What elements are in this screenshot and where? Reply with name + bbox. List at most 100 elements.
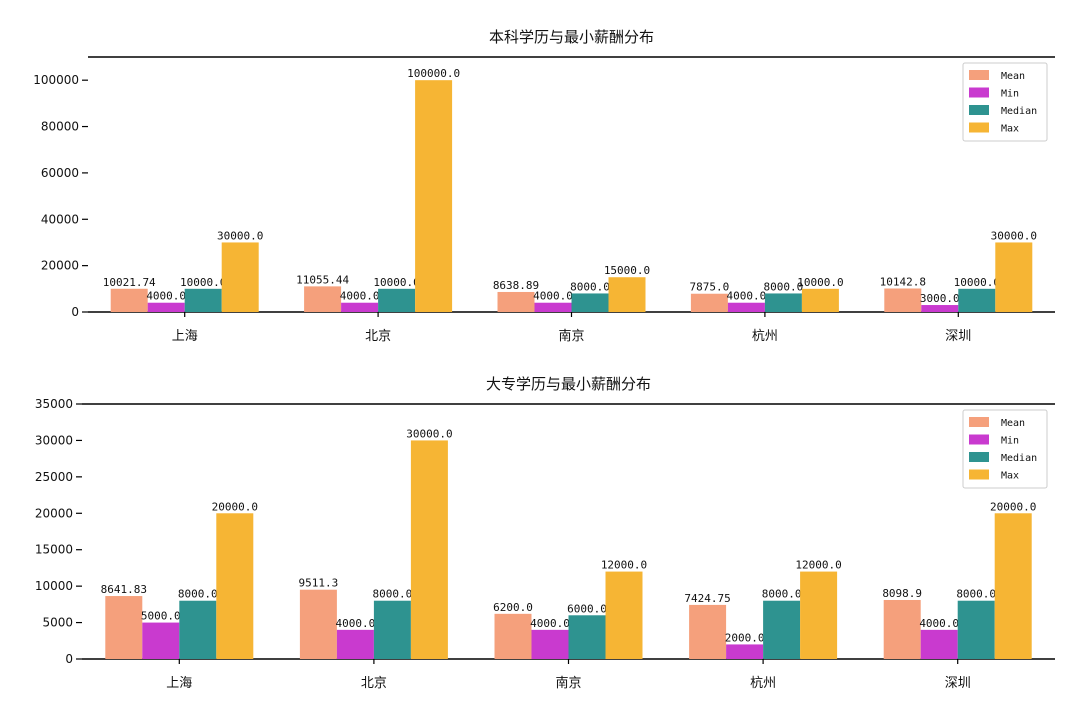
chart2-data-label: 4000.0 <box>336 617 376 630</box>
chart2-bar-max <box>800 571 838 659</box>
chart1-data-label: 100000.0 <box>407 67 460 80</box>
chart1-legend-swatch-max <box>969 122 989 133</box>
chart2-data-label: 8000.0 <box>178 588 218 601</box>
chart1-data-label: 10021.74 <box>103 276 156 289</box>
chart1-data-label: 4000.0 <box>727 290 767 303</box>
chart1-data-label: 10000.0 <box>373 276 419 289</box>
chart2-data-label: 20000.0 <box>212 500 258 513</box>
chart2-data-label: 6000.0 <box>567 602 607 615</box>
chart1-data-label: 11055.44 <box>296 273 349 286</box>
chart1-data-label: 4000.0 <box>146 290 186 303</box>
chart2-ytick-label: 30000 <box>35 433 73 447</box>
chart2-bar-median <box>957 600 995 659</box>
chart1-data-label: 4000.0 <box>340 290 380 303</box>
chart2-ytick-label: 10000 <box>35 579 73 593</box>
chart2-bar-max <box>605 571 643 659</box>
chart2-legend-label-min: Min <box>1001 436 1019 447</box>
chart2-ytick-label: 15000 <box>35 543 73 557</box>
chart2-data-label: 8000.0 <box>762 588 802 601</box>
chart1-bar-min <box>341 302 379 312</box>
chart1-legend-label-max: Max <box>1001 124 1019 135</box>
chart2-data-label: 8000.0 <box>373 588 413 601</box>
chart1-ytick-label: 40000 <box>41 212 79 226</box>
chart1-ytick-label: 20000 <box>41 259 79 273</box>
chart1-ytick-label: 0 <box>71 305 79 319</box>
chart2-bar-min <box>726 644 764 659</box>
chart1-data-label: 8638.89 <box>493 279 539 292</box>
chart1-bar-max <box>221 242 259 312</box>
chart2-bar-max <box>410 440 448 659</box>
chart1-legend-swatch-min <box>969 87 989 98</box>
chart1-legend-label-median: Median <box>1001 106 1037 117</box>
chart2-data-label: 5000.0 <box>141 610 181 623</box>
chart2-data-label: 8098.9 <box>882 587 922 600</box>
chart2-legend-label-max: Max <box>1001 471 1019 482</box>
chart2-bar-median <box>179 600 217 659</box>
chart1-data-label: 3000.0 <box>920 292 960 305</box>
chart1-data-label: 4000.0 <box>533 290 573 303</box>
chart2-bar-min <box>142 622 180 659</box>
chart1-bar-min <box>727 302 765 312</box>
chart1-category-label: 深圳 <box>945 329 971 344</box>
chart1-legend-label-min: Min <box>1001 89 1019 100</box>
chart2-data-label: 12000.0 <box>795 559 841 572</box>
chart2-data-label: 12000.0 <box>601 559 647 572</box>
chart1-data-label: 10142.8 <box>880 275 926 288</box>
chart2-data-label: 6200.0 <box>493 601 533 614</box>
chart1-bar-median <box>764 293 802 312</box>
chart2-legend-swatch-max <box>969 469 989 480</box>
chart2-bar-median <box>763 600 801 659</box>
chart2-data-label: 4000.0 <box>919 617 959 630</box>
chart1-bar-mean <box>304 286 342 312</box>
chart2-bar-min <box>920 629 958 659</box>
chart2-category-label: 南京 <box>555 675 581 691</box>
chart2-ytick-label: 35000 <box>35 397 73 411</box>
chart1-category-label: 杭州 <box>752 329 778 344</box>
chart1-data-label: 8000.0 <box>764 280 804 293</box>
chart1-data-label: 10000.0 <box>797 276 843 289</box>
chart1-bar-max <box>995 242 1033 312</box>
chart2-legend-swatch-min <box>969 434 989 445</box>
chart2-legend-label-median: Median <box>1001 453 1037 464</box>
chart2-bar-median <box>568 615 606 659</box>
chart1-ytick-label: 60000 <box>41 166 79 180</box>
chart2-bar-mean <box>494 613 532 659</box>
chart1-bar-max <box>608 277 646 312</box>
chart2-bar-median <box>373 600 411 659</box>
chart1-title: 本科学历与最小薪酬分布 <box>489 28 654 46</box>
chart2-legend-swatch-median <box>969 452 989 462</box>
chart2-ytick-label: 20000 <box>35 506 73 520</box>
chart2-bar-max <box>216 513 254 659</box>
chart2-data-label: 8641.83 <box>101 583 147 596</box>
chart1-data-label: 30000.0 <box>217 229 263 242</box>
chart2-data-label: 7424.75 <box>684 592 730 605</box>
chart1-data-label: 15000.0 <box>604 264 650 277</box>
chart1-data-label: 8000.0 <box>570 280 610 293</box>
chart1-bar-max <box>801 288 839 312</box>
chart1-bar-mean <box>497 291 535 312</box>
chart1-bar-mean <box>690 293 728 312</box>
chart2-data-label: 9511.3 <box>299 577 339 590</box>
chart2-legend <box>962 409 1048 489</box>
chart2-category-label: 北京 <box>361 676 387 691</box>
chart2-bar-mean <box>883 599 921 659</box>
chart2-bar-mean <box>299 589 337 659</box>
chart1-legend-swatch-mean <box>969 70 989 80</box>
chart1-bar-min <box>147 302 185 312</box>
chart2-data-label: 30000.0 <box>406 427 452 440</box>
chart2-ytick-label: 5000 <box>42 616 73 630</box>
chart2-ytick-label: 25000 <box>35 470 73 484</box>
chart1-category-label: 北京 <box>365 329 391 344</box>
chart2-data-label: 4000.0 <box>530 617 570 630</box>
chart1-bar-median <box>184 288 222 312</box>
chart1-data-label: 7875.0 <box>690 281 730 294</box>
chart1-bar-max <box>415 80 453 312</box>
chart1-data-label: 10000.0 <box>180 276 226 289</box>
chart1-bar-mean <box>884 288 922 312</box>
chart1-bar-median <box>958 288 996 312</box>
chart2-legend-label-mean: Mean <box>1001 418 1025 429</box>
chart2-title: 大专学历与最小薪酬分布 <box>486 375 651 393</box>
chart2-data-label: 20000.0 <box>990 500 1036 513</box>
